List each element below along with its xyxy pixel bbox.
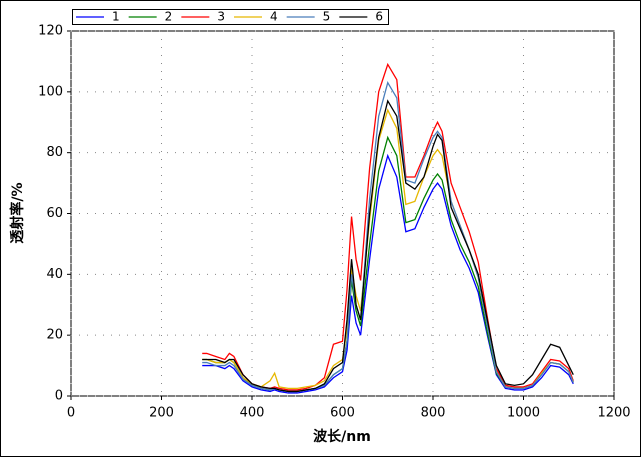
- data-line: [202, 99, 574, 393]
- y-tick-label: 60: [46, 206, 63, 221]
- x-axis-label: 波长/nm: [313, 428, 371, 445]
- legend-label: 2: [165, 10, 173, 24]
- x-tick-label: 600: [330, 406, 355, 421]
- x-tick-label: 800: [421, 406, 446, 421]
- x-tick-label: 1000: [507, 406, 540, 421]
- x-tick-label: 1200: [597, 406, 630, 421]
- legend-label: 1: [112, 10, 120, 24]
- y-tick-label: 80: [46, 145, 63, 160]
- legend-label: 5: [323, 10, 331, 24]
- data-line: [202, 81, 574, 393]
- x-tick-label: 0: [67, 406, 75, 421]
- x-tick-label: 200: [149, 406, 174, 421]
- legend-box: [72, 9, 389, 25]
- legend-label: 4: [270, 10, 278, 24]
- y-tick-label: 20: [46, 328, 63, 343]
- y-tick-label: 0: [55, 389, 63, 404]
- x-tick-label: 400: [240, 406, 265, 421]
- y-tick-label: 100: [38, 84, 63, 99]
- y-axis-label: 透射率/%: [9, 182, 26, 243]
- y-tick-label: 40: [46, 267, 63, 282]
- legend-label: 6: [375, 10, 383, 24]
- y-tick-label: 120: [38, 24, 63, 39]
- data-line: [202, 153, 574, 394]
- legend-label: 3: [217, 10, 225, 24]
